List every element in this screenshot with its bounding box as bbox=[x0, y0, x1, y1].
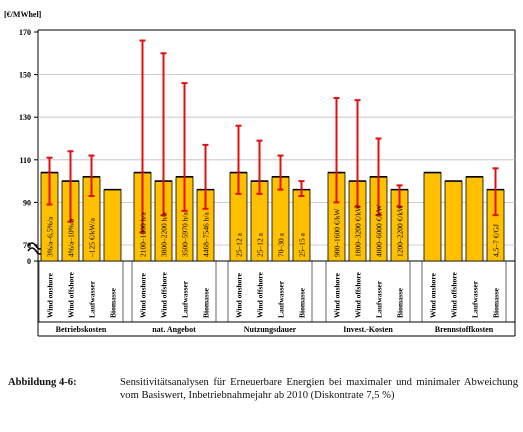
bar-value-label: 900–1600 €/kW bbox=[333, 208, 342, 257]
bar bbox=[444, 180, 463, 262]
bar-value-label: 4468–7546 h/a bbox=[202, 212, 211, 257]
y-tick-label: 90 bbox=[23, 198, 31, 207]
category-label: Biomasse bbox=[396, 287, 405, 318]
group-label: Betriebskosten bbox=[56, 325, 107, 334]
category-label: Wind onshore bbox=[429, 272, 438, 318]
y-tick-label: 70 bbox=[23, 241, 31, 250]
group-label: Nutzungsdauer bbox=[244, 325, 297, 334]
category-label: Biomasse bbox=[109, 287, 118, 318]
category-label: Wind offshore bbox=[67, 272, 76, 318]
category-label: Biomasse bbox=[202, 287, 211, 318]
bar-value-label: 2100–1000 h/a bbox=[139, 212, 148, 257]
category-label: Biomasse bbox=[298, 287, 307, 318]
category-label: Wind onshore bbox=[139, 272, 148, 318]
category-label: Wind onshore bbox=[46, 272, 55, 318]
category-label: Laufwasser bbox=[375, 280, 384, 318]
bar-value-label: 4,5–7 €/GJ bbox=[492, 224, 501, 257]
category-label: Wind offshore bbox=[354, 272, 363, 318]
sensitivity-bar-chart: [€/MWhel] 0 70 90 110 130 150 170 3%/a–6,5%/a Win… bbox=[4, 10, 516, 337]
caption-text: Sensitivitätsanalysen für Erneuerbare En… bbox=[120, 377, 518, 401]
bar-value-label: 25–15 a bbox=[298, 232, 307, 257]
category-label: Laufwasser bbox=[88, 280, 97, 318]
category-label: Wind onshore bbox=[235, 272, 244, 318]
bar-value-label: 3500–5970 h/a bbox=[181, 212, 190, 257]
bar-value-label: 3%/a–6,5%/a bbox=[46, 216, 55, 257]
category-label: Wind offshore bbox=[256, 272, 265, 318]
category-label: Wind onshore bbox=[333, 272, 342, 318]
group-label: Brennstoffkosten bbox=[435, 325, 494, 334]
bar-value-label: 25–12 a bbox=[235, 232, 244, 257]
bar bbox=[465, 176, 484, 262]
category-label: Biomasse bbox=[492, 287, 501, 318]
bar-value-label: 25–12 a bbox=[256, 232, 265, 257]
bar-value-label: 3800–2200 h/a bbox=[160, 212, 169, 257]
bar-value-label: 1800–3200 €/kW bbox=[354, 204, 363, 257]
category-label: Wind offshore bbox=[450, 272, 459, 318]
bar-value-label: 4%/a–10%/a bbox=[67, 218, 76, 257]
caption-label: Abbildung 4-6: bbox=[8, 377, 77, 388]
y-tick-label: 0 bbox=[27, 257, 31, 266]
y-tick-label: 110 bbox=[19, 156, 31, 165]
group-label: nat. Angebot bbox=[152, 325, 196, 334]
bar-value-label: –125 €/kW/a bbox=[88, 217, 97, 258]
group-label: Invest.-Kosten bbox=[343, 325, 393, 334]
category-label: Laufwasser bbox=[277, 280, 286, 318]
y-tick-label: 130 bbox=[19, 113, 31, 122]
bar-value-label: 4000–6000 €/kW bbox=[375, 204, 384, 257]
category-label: Laufwasser bbox=[471, 280, 480, 318]
y-axis-label: [€/MWhel] bbox=[4, 10, 42, 19]
category-label: Wind offshore bbox=[160, 272, 169, 318]
y-tick-label: 170 bbox=[19, 28, 31, 37]
y-tick-label: 150 bbox=[19, 71, 31, 80]
bar-value-label: 70–30 a bbox=[277, 232, 286, 257]
bar bbox=[423, 172, 442, 262]
bar-value-label: 1200–2200 €/kW bbox=[396, 204, 405, 257]
category-label: Laufwasser bbox=[181, 280, 190, 318]
bar bbox=[103, 189, 122, 262]
